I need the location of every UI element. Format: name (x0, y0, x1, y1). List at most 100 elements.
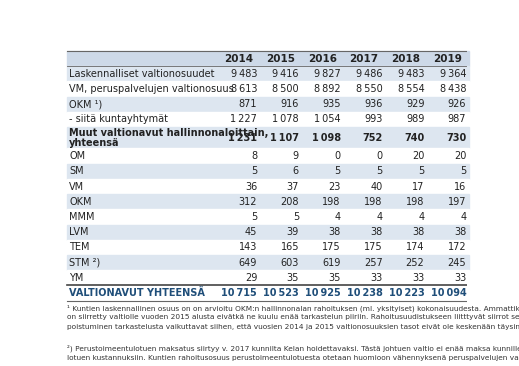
Text: 4: 4 (335, 212, 341, 222)
Text: 4: 4 (418, 212, 425, 222)
Text: Muut valtionavut hallinnonaloittain,: Muut valtionavut hallinnonaloittain, (70, 128, 269, 138)
Text: 6: 6 (293, 166, 299, 176)
Text: 1 078: 1 078 (272, 115, 299, 124)
Text: 40: 40 (371, 182, 383, 191)
Bar (67, 240, 469, 255)
Text: 38: 38 (454, 227, 466, 237)
Text: 39: 39 (286, 227, 299, 237)
Text: 20: 20 (454, 151, 466, 161)
Text: 916: 916 (281, 99, 299, 109)
Text: VALTIONAVUT YHTEENSÄ: VALTIONAVUT YHTEENSÄ (70, 288, 205, 298)
Text: 1 107: 1 107 (270, 133, 299, 143)
Text: 9 364: 9 364 (440, 69, 466, 79)
Bar (67, 270, 469, 285)
Text: VM: VM (70, 182, 85, 191)
Text: OKM: OKM (70, 197, 92, 207)
Text: 23: 23 (329, 182, 341, 191)
Text: 2019: 2019 (433, 53, 462, 64)
Text: 989: 989 (406, 115, 425, 124)
Text: 10 238: 10 238 (347, 288, 383, 298)
Text: 8 554: 8 554 (398, 84, 425, 94)
Text: 936: 936 (364, 99, 383, 109)
Text: 8 500: 8 500 (272, 84, 299, 94)
Text: 9 483: 9 483 (230, 69, 257, 79)
Bar (67, 194, 469, 209)
Text: 198: 198 (406, 197, 425, 207)
Text: 174: 174 (406, 242, 425, 253)
Text: 35: 35 (286, 273, 299, 283)
Text: 1 054: 1 054 (314, 115, 341, 124)
Text: 5: 5 (251, 166, 257, 176)
Text: 8 892: 8 892 (314, 84, 341, 94)
Text: 5: 5 (251, 212, 257, 222)
Text: 245: 245 (448, 258, 466, 268)
Text: 38: 38 (371, 227, 383, 237)
Text: 175: 175 (364, 242, 383, 253)
Text: 208: 208 (280, 197, 299, 207)
Text: 10 925: 10 925 (305, 288, 341, 298)
Text: 4: 4 (460, 212, 466, 222)
Text: 38: 38 (329, 227, 341, 237)
Text: 926: 926 (448, 99, 466, 109)
Text: MMM: MMM (70, 212, 95, 222)
Text: 198: 198 (322, 197, 341, 207)
Text: ²) Perustoimeentulotuen maksatus siirtyy v. 2017 kunnilta Kelan hoidettavaksi. T: ²) Perustoimeentulotuen maksatus siirtyy… (67, 345, 519, 352)
Text: 1 098: 1 098 (312, 133, 341, 143)
Text: 9 416: 9 416 (272, 69, 299, 79)
Text: 649: 649 (239, 258, 257, 268)
Text: 2018: 2018 (391, 53, 420, 64)
Text: 172: 172 (448, 242, 466, 253)
Text: 198: 198 (364, 197, 383, 207)
Text: 36: 36 (245, 182, 257, 191)
Text: 38: 38 (412, 227, 425, 237)
Text: 45: 45 (245, 227, 257, 237)
Text: 871: 871 (239, 99, 257, 109)
Text: 2017: 2017 (350, 53, 379, 64)
Bar (67, 179, 469, 194)
Text: 33: 33 (454, 273, 466, 283)
Text: 33: 33 (371, 273, 383, 283)
Text: lotuen kustannuksiin. Kuntien rahoitusosuus perustoimeentulotuesta otetaan huomi: lotuen kustannuksiin. Kuntien rahoitusos… (67, 355, 519, 361)
Text: 143: 143 (239, 242, 257, 253)
Text: 165: 165 (280, 242, 299, 253)
Text: 197: 197 (448, 197, 466, 207)
Bar (67, 66, 469, 81)
Text: 0: 0 (335, 151, 341, 161)
Text: 35: 35 (329, 273, 341, 283)
Text: 16: 16 (454, 182, 466, 191)
Text: 2014: 2014 (224, 53, 253, 64)
Text: LVM: LVM (70, 227, 89, 237)
Text: OKM ¹): OKM ¹) (70, 99, 103, 109)
Text: 1 227: 1 227 (230, 115, 257, 124)
Text: 37: 37 (286, 182, 299, 191)
Text: 10 523: 10 523 (263, 288, 299, 298)
Text: 17: 17 (412, 182, 425, 191)
Text: 603: 603 (281, 258, 299, 268)
Text: 5: 5 (335, 166, 341, 176)
Text: 175: 175 (322, 242, 341, 253)
Bar (67, 112, 469, 127)
Text: 5: 5 (460, 166, 466, 176)
Text: Laskennalliset valtionosuudet: Laskennalliset valtionosuudet (70, 69, 215, 79)
Text: 29: 29 (245, 273, 257, 283)
Text: 752: 752 (362, 133, 383, 143)
Text: 2015: 2015 (266, 53, 295, 64)
Text: 2016: 2016 (308, 53, 337, 64)
Text: TEM: TEM (70, 242, 90, 253)
Text: poistuminen tarkastelusta vaikuttavat siihen, että vuosien 2014 ja 2015 valtiono: poistuminen tarkastelusta vaikuttavat si… (67, 324, 519, 330)
Text: 252: 252 (406, 258, 425, 268)
Text: 993: 993 (364, 115, 383, 124)
Text: 8 613: 8 613 (230, 84, 257, 94)
Text: 9 827: 9 827 (314, 69, 341, 79)
Text: STM ²): STM ²) (70, 258, 101, 268)
Text: 312: 312 (239, 197, 257, 207)
Bar (67, 149, 469, 164)
Text: 10 223: 10 223 (389, 288, 425, 298)
Text: yhteensä: yhteensä (70, 138, 120, 148)
Bar (67, 285, 469, 300)
Text: OM: OM (70, 151, 86, 161)
Text: SM: SM (70, 166, 84, 176)
Bar (67, 81, 469, 97)
Text: 10 094: 10 094 (431, 288, 466, 298)
Text: 0: 0 (376, 151, 383, 161)
